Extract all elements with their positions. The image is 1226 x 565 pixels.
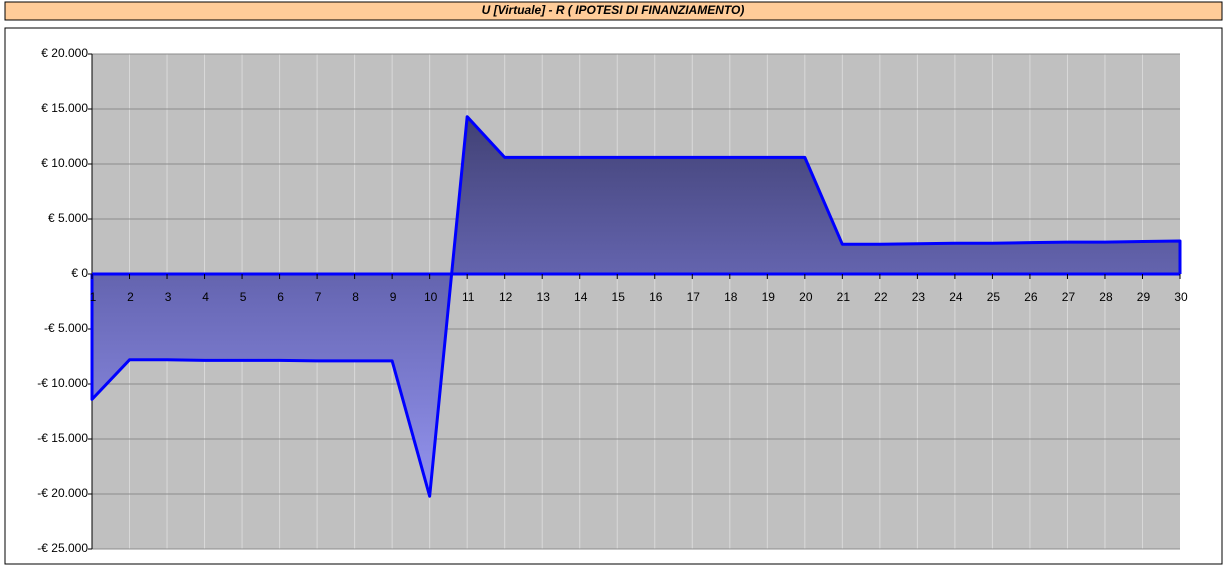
x-tick-label: 14 — [574, 290, 588, 304]
x-tick-label: 26 — [1024, 290, 1038, 304]
x-tick-label: 6 — [277, 290, 284, 304]
y-tick-label: -€ 5.000 — [44, 321, 88, 335]
x-tick-label: 10 — [424, 290, 438, 304]
x-tick-label: 22 — [874, 290, 888, 304]
area — [92, 116, 1180, 497]
y-tick-label: -€ 15.000 — [37, 431, 88, 445]
x-tick-label: 1 — [90, 290, 97, 304]
y-tick-label: -€ 25.000 — [37, 541, 88, 555]
x-tick-label: 2 — [127, 290, 134, 304]
x-tick-label: 8 — [352, 290, 359, 304]
x-tick-label: 16 — [649, 290, 663, 304]
x-tick-label: 15 — [612, 290, 626, 304]
y-tick-label: € 20.000 — [41, 46, 88, 60]
x-tick-label: 18 — [724, 290, 738, 304]
x-tick-label: 11 — [462, 290, 475, 304]
y-tick-label: € 0 — [71, 266, 88, 280]
x-tick-label: 21 — [837, 290, 851, 304]
x-tick-label: 25 — [987, 290, 1001, 304]
y-tick-label: € 5.000 — [48, 211, 88, 225]
x-tick-label: 29 — [1137, 290, 1151, 304]
y-tick-label: -€ 10.000 — [37, 376, 88, 390]
x-tick-label: 20 — [799, 290, 813, 304]
x-tick-label: 27 — [1062, 290, 1076, 304]
x-tick-label: 13 — [537, 290, 551, 304]
x-tick-label: 4 — [202, 290, 209, 304]
x-tick-label: 3 — [165, 290, 172, 304]
x-tick-label: 24 — [949, 290, 963, 304]
x-tick-label: 17 — [687, 290, 701, 304]
x-tick-label: 12 — [499, 290, 513, 304]
title-bar — [4, 1, 1223, 21]
x-tick-label: 23 — [912, 290, 926, 304]
line — [90, 115, 1182, 498]
x-tick-label: 28 — [1099, 290, 1113, 304]
y-tick-label: -€ 20.000 — [37, 486, 88, 500]
y-tick-label: € 15.000 — [41, 101, 88, 115]
x-tick-label: 5 — [240, 290, 247, 304]
x-tick-label: 9 — [390, 290, 397, 304]
x-tick-label: 30 — [1174, 290, 1188, 304]
y-tick-label: € 10.000 — [41, 156, 88, 170]
x-tick-label: 7 — [315, 290, 322, 304]
chart-title: U [Virtuale] - R ( IPOTESI DI FINANZIAME… — [482, 3, 745, 17]
x-tick-label: 19 — [762, 290, 776, 304]
